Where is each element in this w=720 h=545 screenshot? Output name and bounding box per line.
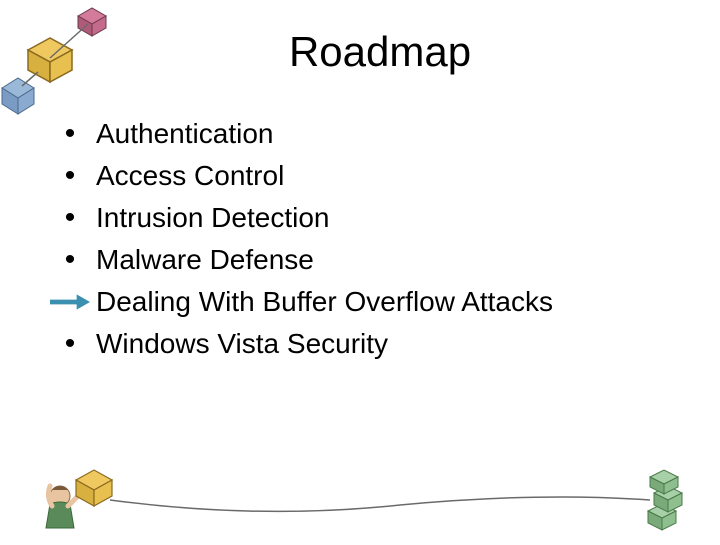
- bullet-dot-icon: •: [50, 329, 90, 359]
- bullet-dot-icon: •: [50, 119, 90, 149]
- bullet-text: Malware Defense: [90, 243, 314, 277]
- bullet-item: • Intrusion Detection: [50, 200, 720, 236]
- bullet-item: • Malware Defense: [50, 242, 720, 278]
- bullet-text: Dealing With Buffer Overflow Attacks: [90, 285, 553, 319]
- bullet-item: • Windows Vista Security: [50, 326, 720, 362]
- bullet-item-current: Dealing With Buffer Overflow Attacks: [50, 284, 720, 320]
- bullet-text: Windows Vista Security: [90, 327, 388, 361]
- bullet-text: Authentication: [90, 117, 273, 151]
- bullet-text: Access Control: [90, 159, 284, 193]
- bullet-dot-icon: •: [50, 203, 90, 233]
- slide: Roadmap • Authentication • Access Contro…: [0, 0, 720, 540]
- corner-art-top-left: [0, 0, 120, 120]
- bullet-dot-icon: •: [50, 161, 90, 191]
- arrow-right-icon: [50, 293, 90, 311]
- bullet-text: Intrusion Detection: [90, 201, 329, 235]
- bullet-dot-icon: •: [50, 245, 90, 275]
- bullet-item: • Authentication: [50, 116, 720, 152]
- bottom-art: [0, 450, 720, 540]
- bullet-list: • Authentication • Access Control • Intr…: [50, 116, 720, 362]
- slide-title: Roadmap: [80, 0, 680, 76]
- bullet-item: • Access Control: [50, 158, 720, 194]
